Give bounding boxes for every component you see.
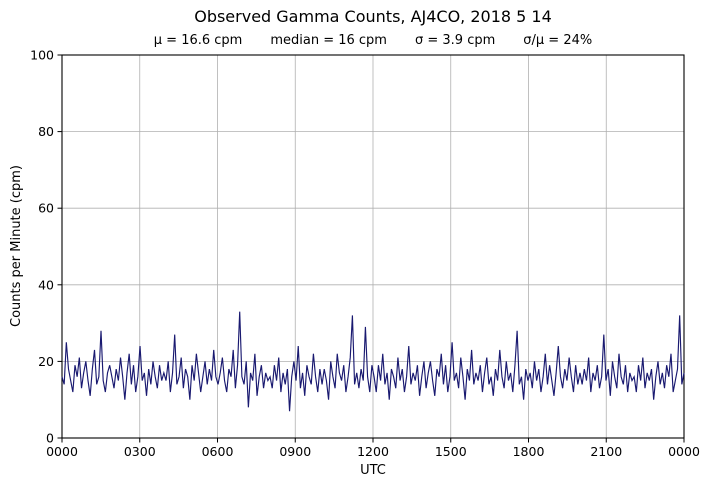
x-tick-label: 0000 — [668, 444, 700, 459]
y-tick-label: 80 — [38, 124, 54, 139]
chart-stats-line: μ = 16.6 cpm median = 16 cpm σ = 3.9 cpm… — [62, 33, 684, 48]
x-tick-label: 0000 — [46, 444, 78, 459]
x-tick-label: 1800 — [513, 444, 545, 459]
x-tick-label: 1500 — [435, 444, 467, 459]
x-tick-label: 1200 — [357, 444, 389, 459]
x-axis-label: UTC — [360, 463, 386, 478]
stat-sigma-over-mean: σ/μ = 24% — [523, 33, 593, 48]
x-tick-label: 2100 — [590, 444, 622, 459]
data-line — [61, 311, 685, 412]
y-tick-label: 40 — [38, 277, 54, 292]
chart-title: Observed Gamma Counts, AJ4CO, 2018 5 14 — [194, 7, 552, 26]
y-tick-label: 60 — [38, 201, 54, 216]
y-tick-label: 20 — [38, 354, 54, 369]
x-tick-label: 0600 — [202, 444, 234, 459]
stat-median: median = 16 cpm — [270, 33, 387, 48]
stat-mean: μ = 16.6 cpm — [153, 33, 243, 48]
y-tick-label: 0 — [46, 431, 54, 446]
x-tick-label: 0300 — [124, 444, 156, 459]
stat-sigma: σ = 3.9 cpm — [414, 33, 496, 48]
y-tick-label: 100 — [30, 48, 54, 63]
x-tick-label: 0900 — [279, 444, 311, 459]
